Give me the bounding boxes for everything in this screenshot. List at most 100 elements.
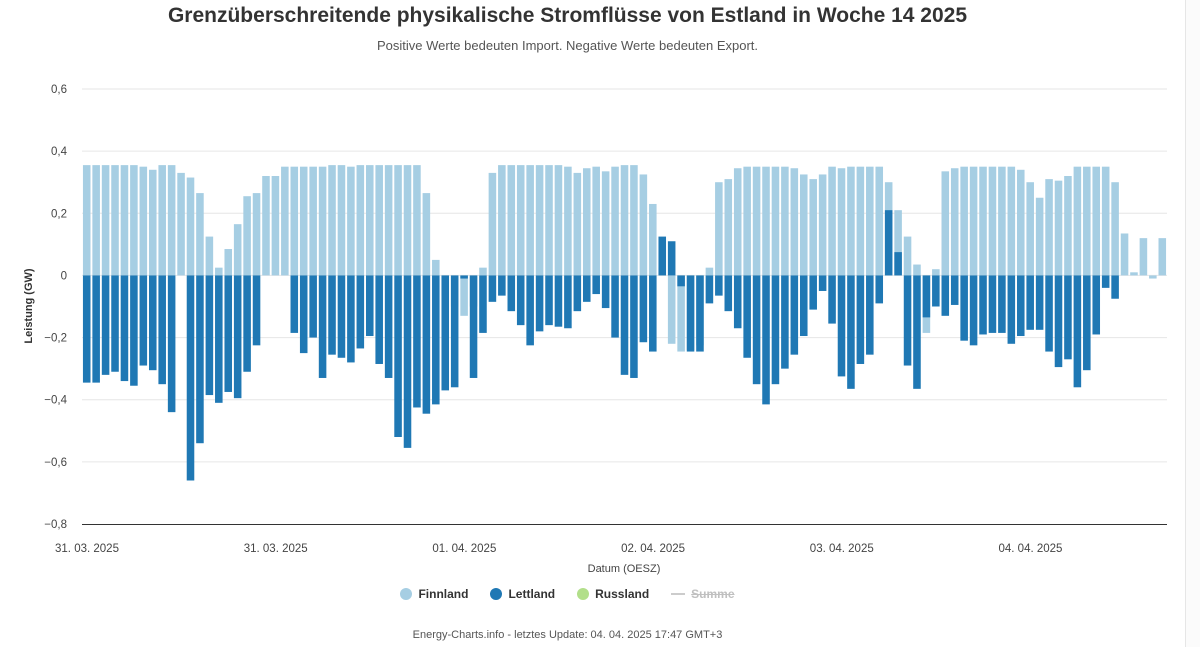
bar-lettland[interactable]	[950, 275, 959, 305]
bar-finnland[interactable]	[101, 165, 110, 276]
bar-lettland[interactable]	[469, 275, 478, 378]
bar-finnland[interactable]	[290, 166, 299, 276]
bar-finnland[interactable]	[516, 165, 525, 276]
bar-lettland[interactable]	[781, 275, 789, 369]
bar-finnland[interactable]	[479, 267, 487, 276]
bar-lettland[interactable]	[809, 275, 817, 310]
bar-finnland[interactable]	[847, 166, 855, 276]
bar-finnland[interactable]	[130, 165, 138, 276]
bar-lettland[interactable]	[1035, 275, 1044, 330]
bar-finnland[interactable]	[913, 264, 921, 276]
bar-lettland[interactable]	[856, 275, 865, 364]
bar-lettland[interactable]	[413, 275, 421, 408]
bar-finnland[interactable]	[743, 166, 751, 276]
bar-lettland[interactable]	[479, 275, 487, 333]
bar-lettland[interactable]	[582, 275, 591, 302]
bar-finnland[interactable]	[535, 165, 544, 276]
bar-lettland[interactable]	[224, 275, 233, 392]
bar-finnland[interactable]	[1026, 182, 1034, 276]
bar-lettland[interactable]	[799, 275, 808, 337]
bar-finnland[interactable]	[139, 166, 148, 276]
bar-lettland[interactable]	[875, 275, 884, 304]
bar-lettland[interactable]	[403, 275, 412, 448]
bar-finnland[interactable]	[233, 224, 242, 276]
bar-lettland[interactable]	[649, 275, 657, 352]
bar-lettland[interactable]	[507, 275, 516, 312]
bar-finnland[interactable]	[281, 166, 289, 276]
bar-lettland[interactable]	[790, 275, 799, 355]
bar-lettland[interactable]	[356, 275, 365, 349]
bar-lettland[interactable]	[82, 275, 91, 383]
bar-lettland[interactable]	[488, 275, 497, 302]
bar-lettland[interactable]	[564, 275, 572, 329]
bar-lettland[interactable]	[516, 275, 525, 326]
bar-finnland[interactable]	[224, 249, 233, 276]
bar-finnland[interactable]	[1016, 169, 1025, 276]
bar-lettland[interactable]	[139, 275, 148, 366]
bar-lettland[interactable]	[167, 275, 176, 413]
bar-lettland[interactable]	[988, 275, 997, 333]
bar-finnland[interactable]	[601, 171, 610, 276]
bar-lettland[interactable]	[1045, 275, 1053, 352]
bar-finnland[interactable]	[960, 166, 968, 276]
bar-finnland[interactable]	[177, 172, 185, 276]
bar-lettland[interactable]	[450, 275, 459, 388]
bar-finnland[interactable]	[356, 165, 365, 276]
bar-finnland[interactable]	[875, 166, 884, 276]
legend-item-summe[interactable]: Summe	[671, 587, 735, 601]
bar-lettland[interactable]	[243, 275, 251, 372]
bar-finnland[interactable]	[611, 166, 619, 276]
bar-lettland[interactable]	[941, 275, 950, 316]
bar-finnland[interactable]	[196, 193, 204, 276]
bar-finnland[interactable]	[837, 168, 846, 276]
bar-finnland[interactable]	[384, 165, 393, 276]
bar-finnland[interactable]	[790, 168, 799, 276]
bar-finnland[interactable]	[564, 166, 572, 276]
bar-lettland[interactable]	[705, 275, 714, 304]
bar-lettland[interactable]	[498, 275, 506, 296]
bar-finnland[interactable]	[299, 166, 308, 276]
bar-lettland[interactable]	[1101, 275, 1110, 288]
bar-lettland[interactable]	[233, 275, 242, 399]
bar-finnland[interactable]	[1111, 182, 1119, 276]
bar-lettland[interactable]	[828, 275, 836, 324]
series-lettland-bars[interactable]	[82, 210, 1119, 481]
bar-lettland[interactable]	[922, 275, 931, 318]
bar-finnland[interactable]	[781, 166, 789, 276]
bar-finnland[interactable]	[1007, 166, 1016, 276]
bar-finnland[interactable]	[82, 165, 91, 276]
bar-lettland[interactable]	[1007, 275, 1016, 344]
bar-finnland[interactable]	[1045, 179, 1053, 276]
bar-lettland[interactable]	[837, 275, 846, 377]
bar-lettland[interactable]	[847, 275, 855, 389]
bar-lettland[interactable]	[639, 275, 648, 343]
bar-lettland[interactable]	[554, 275, 563, 327]
legend-item-russland[interactable]: Russland	[577, 587, 649, 601]
bar-finnland[interactable]	[158, 165, 166, 276]
bar-finnland[interactable]	[630, 165, 638, 276]
bar-lettland[interactable]	[1083, 275, 1091, 371]
bar-finnland[interactable]	[818, 174, 827, 276]
bar-finnland[interactable]	[554, 165, 563, 276]
bar-finnland[interactable]	[941, 171, 950, 276]
bar-finnland[interactable]	[337, 165, 346, 276]
bar-finnland[interactable]	[988, 166, 997, 276]
bar-finnland[interactable]	[507, 165, 516, 276]
bar-lettland[interactable]	[601, 275, 610, 309]
scrollbar-track[interactable]	[1185, 0, 1200, 647]
bar-lettland[interactable]	[337, 275, 346, 358]
bar-finnland[interactable]	[167, 165, 176, 276]
bar-finnland[interactable]	[1064, 176, 1072, 276]
bar-lettland[interactable]	[818, 275, 827, 291]
bar-finnland[interactable]	[120, 165, 129, 276]
bar-finnland[interactable]	[705, 267, 714, 276]
bar-finnland[interactable]	[752, 166, 761, 276]
bar-lettland[interactable]	[309, 275, 317, 338]
bar-lettland[interactable]	[1111, 275, 1119, 299]
bar-lettland[interactable]	[394, 275, 402, 437]
bar-lettland[interactable]	[696, 275, 704, 352]
bar-lettland[interactable]	[111, 275, 119, 372]
bar-finnland[interactable]	[403, 165, 412, 276]
bar-finnland[interactable]	[1054, 180, 1063, 276]
bar-lettland[interactable]	[186, 275, 195, 481]
